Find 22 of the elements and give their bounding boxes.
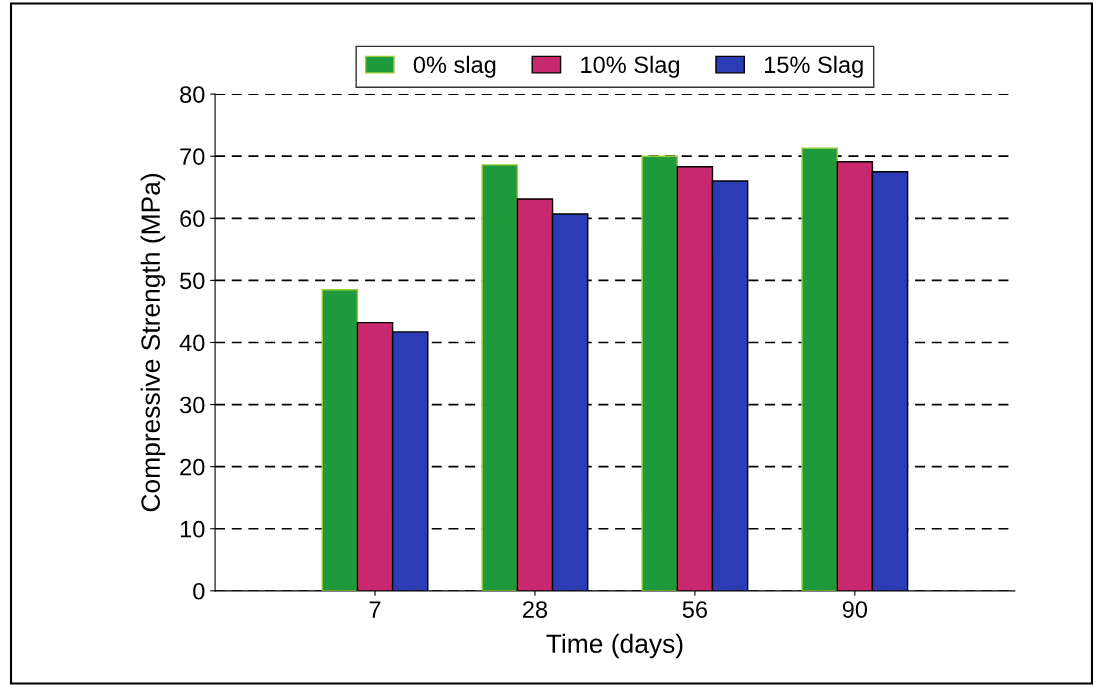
x-tick-label: 56 <box>682 601 707 618</box>
y-tick-label: 50 <box>180 272 205 290</box>
y-tick-label: 60 <box>180 210 205 228</box>
y-tick-label: 10 <box>180 520 205 538</box>
y-tick-label: 80 <box>180 86 205 103</box>
x-axis-title: Time (days) <box>546 633 683 659</box>
y-tick-label: 70 <box>180 148 205 165</box>
y-tick-label: 40 <box>179 334 205 352</box>
bar <box>641 155 678 591</box>
legend-label: 10% Slag <box>581 55 680 78</box>
x-tick-label: 28 <box>523 601 548 618</box>
bar <box>801 147 838 591</box>
legend-label: 15% Slag <box>764 55 863 78</box>
bar <box>321 289 359 591</box>
x-tick-label: 90 <box>842 601 868 618</box>
legend-label: 0% slag <box>413 55 496 78</box>
x-tick-label: 7 <box>369 601 381 618</box>
y-axis-title: Compressive Strength (MPa) <box>140 173 166 512</box>
y-tick-label: 0 <box>193 582 205 600</box>
bar <box>481 164 519 591</box>
y-tick-label: 30 <box>180 396 205 414</box>
y-tick-label: 20 <box>180 458 205 476</box>
